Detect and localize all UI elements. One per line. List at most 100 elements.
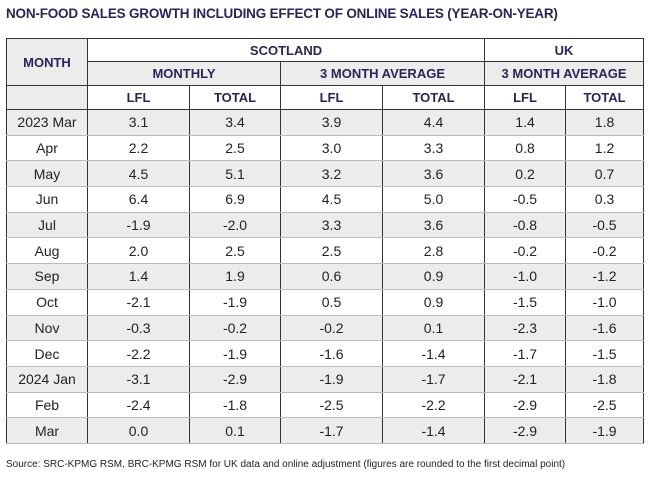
monthly-header: MONTHLY: [87, 61, 281, 86]
month-cell: Feb: [6, 391, 88, 419]
uk-3m-total: 1.8: [565, 109, 645, 136]
uk-3m-lfl: -1.7: [484, 340, 567, 367]
uk-3-month-average-header: 3 MONTH AVERAGE: [484, 61, 645, 86]
scotland-3m-total: -2.2: [381, 391, 486, 419]
scotland-3m-total: 0.1: [381, 314, 486, 342]
lfl-header: LFL: [280, 85, 383, 110]
scotland-3m-total: -1.7: [381, 365, 486, 393]
scotland-monthly-lfl: 3.1: [87, 109, 190, 136]
uk-3m-total: -0.2: [565, 237, 645, 265]
scotland-3m-lfl: 0.5: [280, 288, 383, 316]
scotland-3m-total: 3.6: [381, 160, 486, 188]
table-row: Nov -0.3 -0.2 -0.2 0.1 -2.3 -1.6: [6, 314, 645, 342]
scotland-3m-total: 4.4: [381, 109, 486, 136]
scotland-monthly-total: 2.5: [189, 237, 281, 265]
table-row: 2024 Jan -3.1 -2.9 -1.9 -1.7 -2.1 -1.8: [6, 365, 645, 393]
scotland-3m-total: 3.6: [381, 211, 486, 239]
uk-3m-total: 1.2: [565, 134, 645, 162]
uk-3m-total: -1.5: [565, 340, 645, 367]
table-row: Mar 0.0 0.1 -1.7 -1.4 -2.9 -1.9: [6, 417, 645, 444]
uk-3m-total: -0.5: [565, 211, 645, 239]
scotland-3m-lfl: -0.2: [280, 314, 383, 342]
scotland-3m-lfl: 3.0: [280, 134, 383, 162]
uk-3m-lfl: -2.3: [484, 314, 567, 342]
scotland-3m-lfl: -1.7: [280, 417, 383, 444]
month-cell: Sep: [6, 263, 88, 290]
total-header: TOTAL: [189, 85, 281, 110]
month-cell: Aug: [6, 237, 88, 265]
scotland-monthly-lfl: 1.4: [87, 263, 190, 290]
scotland-3-month-average-header: 3 MONTH AVERAGE: [279, 61, 486, 86]
table-row: 2023 Mar 3.1 3.4 3.9 4.4 1.4 1.8: [6, 109, 645, 136]
scotland-3m-lfl: 2.5: [280, 237, 383, 265]
uk-3m-lfl: -2.9: [484, 417, 567, 444]
month-cell: Jul: [6, 211, 88, 239]
table-row: Feb -2.4 -1.8 -2.5 -2.2 -2.9 -2.5: [6, 391, 645, 419]
month-cell: Apr: [6, 134, 88, 162]
table-row: Dec -2.2 -1.9 -1.6 -1.4 -1.7 -1.5: [6, 340, 645, 367]
scotland-monthly-lfl: -3.1: [87, 365, 190, 393]
scotland-monthly-lfl: -0.3: [87, 314, 190, 342]
scotland-3m-total: 5.0: [381, 186, 486, 213]
uk-3m-total: 0.3: [565, 186, 645, 213]
scotland-monthly-lfl: -1.9: [87, 211, 190, 239]
scotland-3m-lfl: 4.5: [280, 186, 383, 213]
scotland-3m-lfl: -1.6: [280, 340, 383, 367]
month-cell: May: [6, 160, 88, 188]
scotland-3m-total: 3.3: [381, 134, 486, 162]
month-cell: 2023 Mar: [6, 109, 88, 136]
uk-3m-lfl: -1.5: [484, 288, 567, 316]
lfl-header: LFL: [484, 85, 567, 110]
month-cell: Mar: [6, 417, 88, 444]
scotland-monthly-lfl: 6.4: [87, 186, 190, 213]
table-row: May 4.5 5.1 3.2 3.6 0.2 0.7: [6, 160, 645, 188]
month-cell: Nov: [6, 314, 88, 342]
scotland-monthly-total: 2.5: [189, 134, 281, 162]
uk-3m-lfl: 0.2: [484, 160, 567, 188]
scotland-monthly-total: 3.4: [189, 109, 281, 136]
total-header: TOTAL: [565, 85, 645, 110]
uk-3m-total: -1.8: [565, 365, 645, 393]
scotland-3m-total: -1.4: [381, 417, 486, 444]
uk-3m-total: -2.5: [565, 391, 645, 419]
uk-3m-lfl: -0.5: [484, 186, 567, 213]
uk-3m-lfl: 0.8: [484, 134, 567, 162]
scotland-monthly-lfl: 0.0: [87, 417, 190, 444]
table-row: Oct -2.1 -1.9 0.5 0.9 -1.5 -1.0: [6, 288, 645, 316]
uk-3m-total: -1.0: [565, 288, 645, 316]
scotland-monthly-total: -1.8: [189, 391, 281, 419]
uk-3m-lfl: 1.4: [484, 109, 567, 136]
table-row: Jun 6.4 6.9 4.5 5.0 -0.5 0.3: [6, 186, 645, 213]
scotland-monthly-lfl: 2.2: [87, 134, 190, 162]
scotland-monthly-lfl: -2.1: [87, 288, 190, 316]
scotland-monthly-total: 6.9: [189, 186, 281, 213]
scotland-3m-total: 0.9: [381, 288, 486, 316]
scotland-3m-total: 2.8: [381, 237, 486, 265]
month-cell: Oct: [6, 288, 88, 316]
month-cell: Dec: [6, 340, 88, 367]
scotland-monthly-total: -1.9: [189, 340, 281, 367]
month-header: MONTH: [6, 38, 88, 86]
scotland-3m-total: 0.9: [381, 263, 486, 290]
scotland-monthly-lfl: -2.2: [87, 340, 190, 367]
scotland-3m-lfl: 3.3: [280, 211, 383, 239]
table-row: Apr 2.2 2.5 3.0 3.3 0.8 1.2: [6, 134, 645, 162]
month-cell: Jun: [6, 186, 88, 213]
sales-growth-table: MONTH SCOTLAND UK MONTHLY 3 MONTH AVERAG…: [6, 38, 645, 444]
table-title: NON-FOOD SALES GROWTH INCLUDING EFFECT O…: [6, 6, 558, 21]
scotland-3m-lfl: -1.9: [280, 365, 383, 393]
scotland-monthly-total: -0.2: [189, 314, 281, 342]
scotland-monthly-total: 1.9: [189, 263, 281, 290]
uk-3m-total: 0.7: [565, 160, 645, 188]
uk-header: UK: [484, 38, 645, 62]
uk-3m-total: -1.9: [565, 417, 645, 444]
scotland-monthly-total: -1.9: [189, 288, 281, 316]
uk-3m-lfl: -0.8: [484, 211, 567, 239]
uk-3m-lfl: -2.1: [484, 365, 567, 393]
table-row: Aug 2.0 2.5 2.5 2.8 -0.2 -0.2: [6, 237, 645, 265]
scotland-3m-lfl: 3.9: [280, 109, 383, 136]
source-note: Source: SRC-KPMG RSM, BRC-KPMG RSM for U…: [6, 459, 566, 470]
table-row: Sep 1.4 1.9 0.6 0.9 -1.0 -1.2: [6, 263, 645, 290]
uk-3m-total: -1.6: [565, 314, 645, 342]
scotland-header: SCOTLAND: [86, 38, 486, 62]
